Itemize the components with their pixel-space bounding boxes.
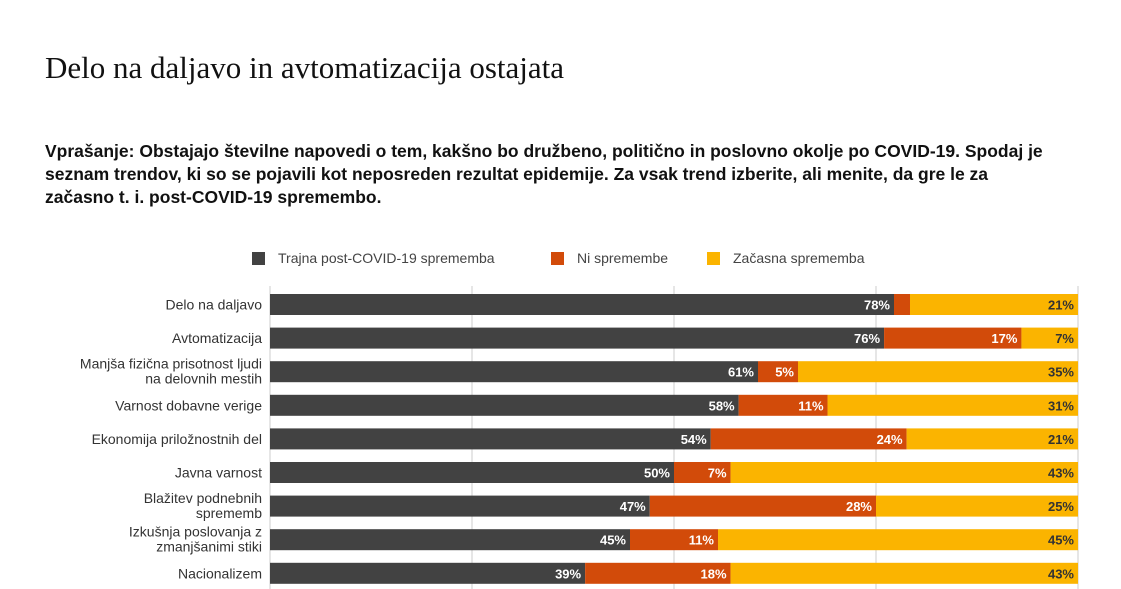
legend-label: Ni spremembe [577,250,668,266]
data-label: 18% [701,566,727,581]
bar-segment [738,394,828,416]
data-label: 58% [709,398,735,413]
data-label: 24% [877,432,903,447]
bar-segment [718,529,1078,551]
bar-segment [674,462,731,483]
data-label: 47% [620,499,646,514]
category-label: Izkušnja poslovanja z zmanjšanimi stiki [129,524,262,555]
bar-segment [1021,327,1078,349]
data-label: 7% [1055,331,1074,346]
data-label: 31% [1048,398,1074,413]
category-label: Varnost dobavne verige [115,397,262,413]
bar-segment [270,361,758,383]
bar-segment [270,294,894,315]
bar-segment [270,428,711,450]
bar-segment [270,495,650,517]
bar-segment [876,495,1078,517]
bar-segment [730,462,1078,483]
bar-segment [758,361,798,383]
data-label: 28% [846,499,872,514]
bar-segment [906,428,1078,450]
category-label: Manjša fizična prisotnost ljudi na delovn… [80,356,262,387]
data-label: 78% [864,298,890,313]
category-label: Nacionalizem [178,565,262,581]
bar-segment [270,562,586,584]
data-label: 11% [689,533,715,548]
bar-segment [910,294,1078,315]
data-label: 50% [644,466,670,481]
page-title: Delo na daljavo in avtomatizacija ostaja… [45,50,565,85]
category-label: Blažitev podnebnih sprememb [144,490,263,521]
legend-label: Začasna sprememba [733,250,865,266]
data-label: 21% [1048,298,1074,313]
data-label: 61% [728,365,754,380]
bar-segment [710,428,907,450]
category-label: Avtomatizacija [172,330,262,346]
bar-segment [827,394,1078,416]
chart-legend: Trajna post-COVID-19 sprememba Ni spremem… [252,250,865,266]
data-label: 17% [991,331,1017,346]
legend-swatch [551,252,564,265]
bar-segment [894,294,910,315]
data-label: 35% [1048,365,1074,380]
bar-segment [270,529,630,551]
survey-question: Vprašanje: Obstajajo številne napovedi o… [45,141,1043,207]
data-label: 54% [681,432,707,447]
bar-segment [798,361,1078,383]
data-label: 7% [708,466,727,481]
bar-segment [585,562,731,584]
legend-label: Trajna post-COVID-19 sprememba [278,250,495,266]
bar-segment [630,529,718,551]
category-label: Javna varnost [175,465,262,481]
data-label: 5% [775,365,794,380]
data-label: 21% [1048,432,1074,447]
category-labels: Delo na daljavo Avtomatizacija Manjša fizi… [80,297,262,582]
bar-segment [649,495,876,517]
legend-swatch [707,252,720,265]
data-label: 43% [1048,466,1074,481]
bar-segment [270,327,885,349]
category-label: Ekonomija priložnostnih del [92,431,262,447]
data-label: 45% [600,533,626,548]
bar-segment [730,562,1078,584]
category-label: Delo na daljavo [165,297,262,313]
bar-segment [270,462,674,483]
data-label: 45% [1048,533,1074,548]
bar-segment [884,327,1022,349]
stacked-bar-chart: Trajna post-COVID-19 sprememba Ni spremem… [80,250,1079,589]
data-label: 43% [1048,566,1074,581]
bar-segment [270,394,739,416]
data-label: 11% [798,398,824,413]
data-label: 25% [1048,499,1074,514]
data-label: 39% [555,566,581,581]
data-label: 76% [854,331,880,346]
chart-bars: 78%2%21%76%17%7%61%5%35%58%11%31%54%24%2… [270,294,1078,584]
legend-swatch [252,252,265,265]
